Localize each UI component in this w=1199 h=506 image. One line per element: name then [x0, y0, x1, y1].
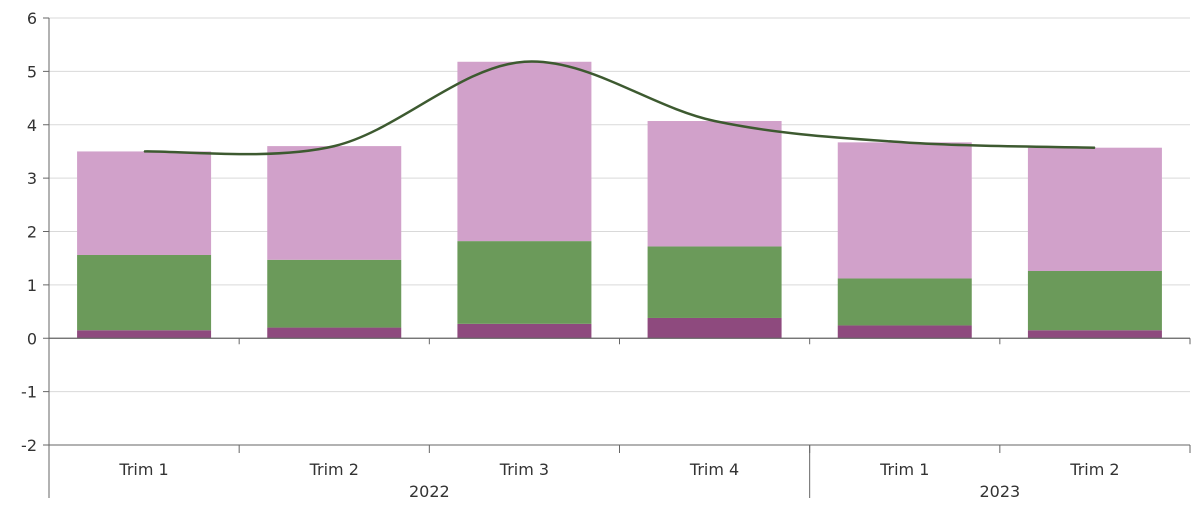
x-tick-label-4: Trim 1: [879, 460, 929, 479]
y-tick-label-5: 1: [27, 276, 37, 295]
bar-3-series-0: [647, 317, 782, 339]
y-tick-label-1: 5: [27, 62, 37, 81]
bar-4-series-0: [837, 325, 972, 339]
y-tick-label-4: 2: [27, 223, 37, 242]
line-point-2: [523, 61, 525, 63]
x-tick-label-5: Trim 2: [1069, 460, 1119, 479]
bar-2-series-1: [457, 241, 592, 324]
line-point-4: [904, 141, 906, 143]
bar-0-series-0: [77, 330, 212, 339]
bar-1-series-1: [267, 259, 402, 328]
bar-3-series-2: [647, 121, 782, 247]
x-tick-label-3: Trim 4: [689, 460, 739, 479]
bar-0-series-1: [77, 254, 212, 331]
bar-4-series-1: [837, 278, 972, 326]
y-tick-label-0: 6: [27, 9, 37, 28]
bar-1-series-2: [267, 146, 402, 260]
x-tick-label-1: Trim 2: [309, 460, 359, 479]
bar-1-series-0: [267, 327, 402, 339]
bar-3-series-1: [647, 246, 782, 318]
y-tick-label-3: 3: [27, 169, 37, 188]
line-point-3: [714, 120, 716, 122]
bar-5-series-0: [1027, 330, 1162, 339]
grid-layer: [49, 17, 1190, 446]
axis-layer: [43, 17, 1191, 498]
line-point-0: [143, 150, 145, 152]
line-series: [144, 60, 1095, 156]
line-point-1: [333, 145, 335, 147]
label-layer: 6 5 4 3 2 1 0 -1 -2 Trim 1 Trim 2 Trim 3 Trim 4 Trim …: [21, 9, 1120, 501]
line-layer: [143, 60, 1096, 156]
bar-4-series-2: [837, 142, 972, 279]
group-label-0: 2022: [409, 482, 450, 501]
bar-2-series-2: [457, 61, 592, 242]
bar-5-series-2: [1027, 147, 1162, 271]
bar-2-series-0: [457, 323, 592, 339]
line-point-5: [1094, 147, 1096, 149]
bars-layer: [77, 61, 1162, 339]
x-tick-label-2: Trim 3: [499, 460, 549, 479]
bar-5-series-1: [1027, 270, 1162, 331]
x-tick-label-0: Trim 1: [118, 460, 168, 479]
y-tick-label-7: -1: [21, 383, 37, 402]
y-tick-label-6: 0: [27, 329, 37, 348]
bar-0-series-2: [77, 151, 212, 255]
y-tick-label-2: 4: [27, 116, 37, 135]
group-label-1: 2023: [979, 482, 1020, 501]
y-tick-label-8: -2: [21, 436, 37, 455]
